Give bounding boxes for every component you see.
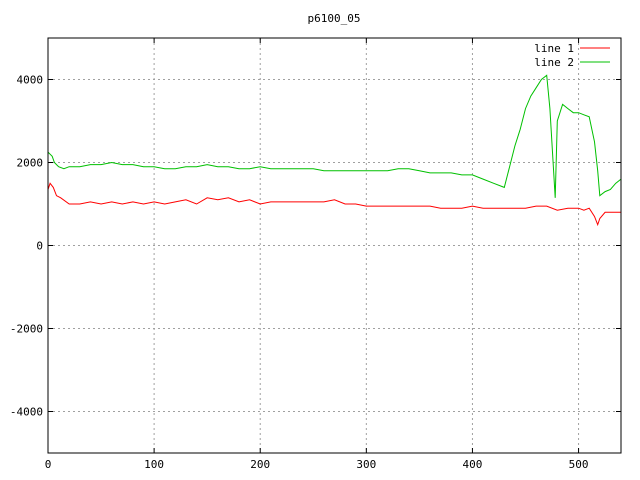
x-tick-label: 0 (45, 458, 52, 471)
series-layer (47, 74, 622, 227)
series-line-1 (47, 182, 621, 227)
x-tick-label: 200 (250, 458, 270, 471)
series-line-2 (47, 74, 622, 198)
chart-title: p6100_05 (308, 12, 361, 25)
x-tick-label: 100 (144, 458, 164, 471)
legend-label-line-1: line 1 (534, 42, 574, 55)
legend: line 1 line 2 (534, 42, 610, 69)
y-tick-label: -4000 (10, 406, 43, 419)
x-tick-label: 500 (569, 458, 589, 471)
y-tick-label: 2000 (17, 157, 44, 170)
y-tick-label: -2000 (10, 323, 43, 336)
legend-label-line-2: line 2 (534, 56, 574, 69)
y-tick-label: 4000 (17, 74, 44, 87)
x-tick-label: 300 (356, 458, 376, 471)
x-tick-label: 400 (463, 458, 483, 471)
axes: 0 100 200 300 400 500 -4000 -2000 0 2000 4000 (10, 37, 622, 471)
grid (48, 38, 621, 453)
y-tick-label: 0 (36, 240, 43, 253)
